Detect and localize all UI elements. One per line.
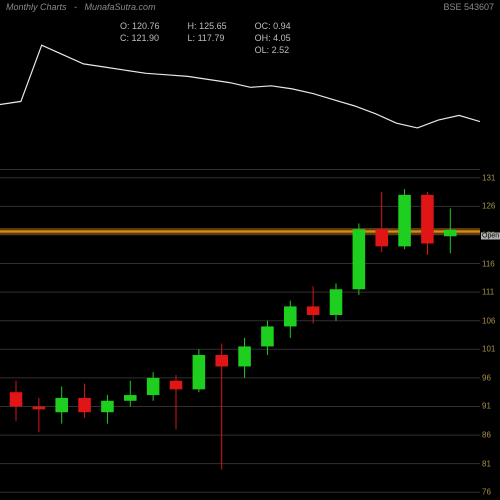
ohlc-panel: O: 120.76 H: 125.65 OC: 0.94 C: 121.90 L… bbox=[120, 20, 291, 56]
ohlc-l: L: 117.79 bbox=[188, 32, 227, 44]
axis-tick-label: 106 bbox=[482, 316, 495, 325]
chart-header: Monthly Charts - MunafaSutra.com BSE 543… bbox=[0, 0, 500, 14]
ohlc-oh: OH: 4.05 bbox=[255, 32, 291, 44]
axis-tick-label: 116 bbox=[482, 259, 495, 268]
axis-tick-label: 91 bbox=[482, 402, 491, 411]
axis-tick-label: 81 bbox=[482, 459, 491, 468]
site-text: MunafaSutra.com bbox=[85, 2, 156, 12]
ohlc-h: H: 125.65 bbox=[188, 20, 227, 32]
axis-tick-label: 111 bbox=[482, 288, 494, 297]
header-title: Monthly Charts - MunafaSutra.com bbox=[6, 2, 156, 12]
ohlc-c: C: 121.90 bbox=[120, 32, 160, 44]
ohlc-oc: OC: 0.94 bbox=[255, 20, 291, 32]
axis-tick-label: 86 bbox=[482, 431, 491, 440]
open-price-marker: Open bbox=[481, 233, 500, 240]
axis-tick-label: 126 bbox=[482, 202, 495, 211]
axis-tick-label: 101 bbox=[482, 345, 495, 354]
title-text: Monthly Charts bbox=[6, 2, 67, 12]
price-axis: 7681869196101106111116121126131 bbox=[480, 172, 500, 498]
ohlc-ol: OL: 2.52 bbox=[255, 44, 291, 56]
candlestick-chart bbox=[0, 172, 480, 498]
axis-tick-label: 131 bbox=[482, 173, 495, 182]
ohlc-o: O: 120.76 bbox=[120, 20, 160, 32]
ticker-label: BSE 543607 bbox=[443, 2, 494, 12]
axis-tick-label: 96 bbox=[482, 373, 491, 382]
axis-tick-label: 76 bbox=[482, 488, 491, 497]
open-marker-text: Open bbox=[482, 233, 499, 240]
